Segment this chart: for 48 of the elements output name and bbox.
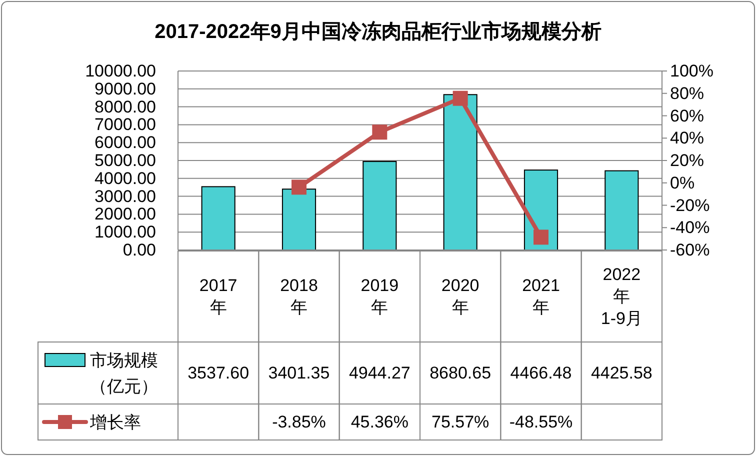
data-label: 4466.48 xyxy=(510,364,572,382)
y-tick-label: 7000.00 xyxy=(94,115,156,134)
bar xyxy=(604,170,639,250)
point xyxy=(372,124,388,140)
y-tick-label: 9000.00 xyxy=(94,79,156,98)
y-tick-label: 8000.00 xyxy=(94,97,156,116)
x-tick-label: 2019年 xyxy=(360,276,399,316)
y2-tick-label: 100% xyxy=(670,62,714,80)
x-tick-label: 2017年 xyxy=(199,276,238,316)
point xyxy=(292,180,306,195)
y2-tick-label: 0% xyxy=(670,173,695,192)
y-tick-label: 6000.00 xyxy=(94,133,156,152)
bar xyxy=(443,94,478,250)
y-tick-label: 10000.00 xyxy=(85,62,156,80)
data-label: 3537.60 xyxy=(188,364,250,382)
data-label: 8680.65 xyxy=(430,364,492,382)
bar xyxy=(362,161,397,250)
y-tick-label: 5000.00 xyxy=(94,151,156,170)
point xyxy=(534,230,548,245)
y2-tick-label: 20% xyxy=(670,151,704,170)
data-label: 75.57% xyxy=(431,412,490,432)
point xyxy=(452,90,468,106)
legend-label: 增长率 xyxy=(89,412,141,432)
bar xyxy=(282,188,316,250)
chart-title: 2017-2022年9月中国冷冻肉品柜行业市场规模分析 xyxy=(154,20,602,43)
y-tick-label: 4000.00 xyxy=(94,168,156,188)
y-tick-label: 1000.00 xyxy=(94,222,156,242)
data-label: -48.55% xyxy=(509,412,573,432)
x-tick-label: 2021年 xyxy=(522,276,560,316)
x-tick-label: 2020年 xyxy=(441,276,480,316)
x-tick-label: 2022年1-9月 xyxy=(600,264,642,328)
x-tick-label: 2018年 xyxy=(280,276,318,316)
data-label: 3401.35 xyxy=(268,364,330,382)
y2-tick-label: 80% xyxy=(670,84,704,103)
data-label: 45.36% xyxy=(350,412,409,432)
y2-tick-label: 40% xyxy=(670,128,704,148)
y2-tick-label: -20% xyxy=(670,196,710,215)
y2-tick-label: 60% xyxy=(670,106,704,126)
data-label: 4425.58 xyxy=(590,364,652,382)
data-label: 4944.27 xyxy=(348,364,410,382)
y2-tick-label: -40% xyxy=(670,218,710,238)
bar xyxy=(201,186,236,250)
y-tick-label: 0.00 xyxy=(122,240,156,260)
legend-label: 市场规模（亿元） xyxy=(90,350,158,396)
data-label: -3.85% xyxy=(272,412,326,432)
y-tick-label: 3000.00 xyxy=(94,186,156,206)
y2-tick-label: -60% xyxy=(670,240,710,260)
y-tick-label: 2000.00 xyxy=(94,204,156,224)
